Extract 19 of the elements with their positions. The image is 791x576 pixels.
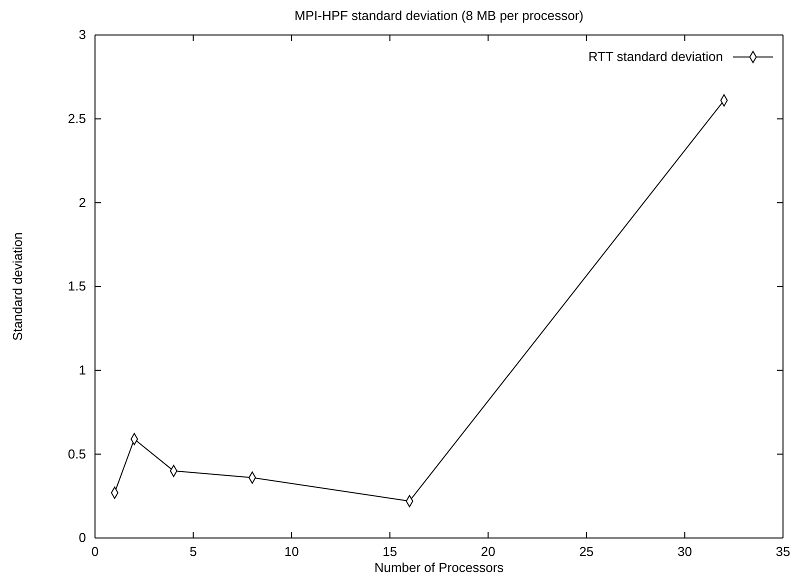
x-tick-label: 10	[284, 544, 299, 560]
chart-title: MPI-HPF standard deviation (8 MB per processor)	[294, 8, 584, 23]
x-tick-label: 0	[91, 544, 99, 560]
y-tick-label: 1	[78, 362, 86, 378]
y-tick-label: 2	[78, 194, 86, 210]
x-tick-label: 20	[480, 544, 496, 560]
x-axis-title: Number of Processors	[374, 560, 504, 575]
x-tick-label: 35	[776, 544, 790, 560]
y-axis-title: Standard deviation	[10, 232, 25, 341]
legend-label: RTT standard deviation	[588, 49, 723, 64]
y-tick-label: 3	[78, 27, 86, 42]
y-tick-label: 0.5	[68, 446, 86, 462]
x-tick-label: 30	[677, 544, 692, 560]
y-tick-label: 2.5	[68, 110, 86, 126]
y-tick-label: 0	[78, 530, 86, 546]
x-tick-label: 5	[190, 544, 197, 560]
x-tick-label: 15	[382, 544, 398, 560]
x-tick-label: 25	[579, 544, 594, 560]
y-tick-label: 1.5	[68, 278, 86, 294]
